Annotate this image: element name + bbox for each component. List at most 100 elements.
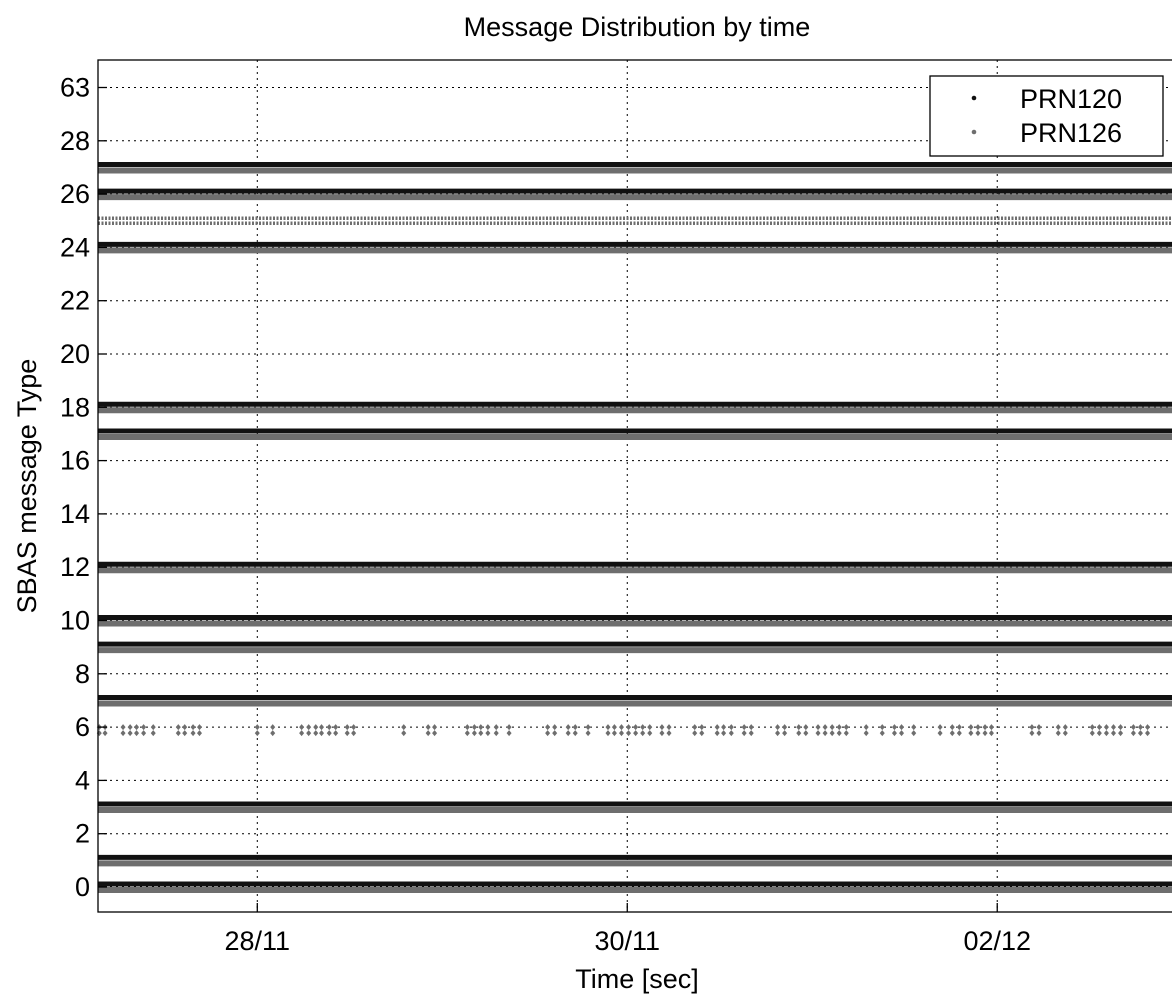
y-tick-label-28: 28	[60, 126, 90, 156]
prn126-point-type-6-lower-27	[485, 730, 491, 737]
prn126-point-type-6-lower-69	[975, 730, 981, 737]
prn126-point-type-6-44	[692, 724, 698, 731]
prn126-point-type-6-lower-43	[666, 730, 672, 737]
prn126-point-type-6-lower-20	[351, 730, 357, 737]
prn126-point-type-6-lower-1	[102, 730, 108, 737]
prn126-point-type-6-45	[699, 724, 705, 731]
prn126-point-type-6-lower-38	[626, 730, 632, 737]
prn126-point-type-6-lower-56	[822, 730, 828, 737]
prn126-point-type-6-lower-4	[134, 730, 140, 737]
prn126-point-type-6-55	[815, 724, 821, 731]
prn126-point-type-6-lower-65	[937, 730, 943, 737]
prn126-point-type-6-50	[748, 724, 754, 731]
prn126-point-type-6-47	[721, 724, 727, 731]
prn126-point-type-6-19	[344, 724, 350, 731]
prn126-point-type-6-lower-71	[988, 730, 994, 737]
prn126-point-type-6-lower-2	[120, 730, 126, 737]
prn126-point-type-6-lower-72	[1029, 730, 1035, 737]
prn126-point-type-6-52	[782, 724, 788, 731]
prn126-point-type-6-lower-15	[313, 730, 319, 737]
legend: PRN120 PRN126	[929, 75, 1164, 157]
prn126-point-type-6-lower-55	[815, 730, 821, 737]
prn126-point-type-6-71	[988, 724, 994, 731]
prn126-point-type-6-16	[319, 724, 325, 731]
x-tick-label-28-11: 28/11	[225, 926, 291, 956]
prn126-point-type-6-lower-28	[493, 730, 499, 737]
prn126-point-type-6-2	[120, 724, 126, 731]
prn126-point-type-6-lower-77	[1096, 730, 1102, 737]
prn126-point-type-6-66	[949, 724, 955, 731]
prn126-point-type-6-lower-29	[506, 730, 512, 737]
prn126-point-type-6-lower-61	[879, 730, 885, 737]
prn126-point-type-6-56	[822, 724, 828, 731]
prn126-point-type-6-lower-16	[319, 730, 325, 737]
y-axis-label: SBAS message Type	[12, 359, 42, 614]
prn126-point-type-6-48	[728, 724, 734, 731]
prn126-point-type-6-lower-18	[333, 730, 339, 737]
prn126-point-type-6-lower-13	[299, 730, 305, 737]
prn126-point-type-6-lower-68	[968, 730, 974, 737]
y-tick-label-63: 63	[60, 73, 90, 103]
prn126-point-type-6-46	[714, 724, 720, 731]
prn126-point-type-6-lower-60	[863, 730, 869, 737]
prn126-point-type-6-32	[565, 724, 571, 731]
y-tick-label-20: 20	[60, 339, 90, 369]
prn126-point-type-6-39	[633, 724, 639, 731]
prn126-point-type-6-9	[190, 724, 196, 731]
prn126-point-type-6-lower-17	[326, 730, 332, 737]
prn126-point-type-6-34	[585, 724, 591, 731]
prn126-point-type-6-lower-23	[432, 730, 438, 737]
chart-title: Message Distribution by time	[464, 12, 811, 42]
prn126-point-type-6-lower-6	[150, 730, 156, 737]
prn126-point-type-6-82	[1137, 724, 1143, 731]
prn126-point-type-6-12	[270, 724, 276, 731]
prn126-point-type-6-28	[493, 724, 499, 731]
series-layer	[96, 161, 1172, 893]
prn126-point-type-6-lower-35	[605, 730, 611, 737]
prn126-point-type-6-64	[911, 724, 917, 731]
prn126-point-type-6-lower-63	[899, 730, 905, 737]
prn126-point-type-6-lower-73	[1036, 730, 1042, 737]
prn126-point-type-6-54	[803, 724, 809, 731]
y-tick-label-12: 12	[60, 552, 90, 582]
prn126-point-type-6-lower-5	[141, 730, 147, 737]
prn126-point-type-6-lower-75	[1062, 730, 1068, 737]
prn126-point-type-6-lower-33	[572, 730, 578, 737]
prn126-point-type-6-67	[956, 724, 962, 731]
plot-frame	[97, 59, 1172, 913]
prn126-point-type-6-lower-42	[659, 730, 665, 737]
prn126-point-type-6-lower-74	[1055, 730, 1061, 737]
prn126-point-type-6-57	[829, 724, 835, 731]
prn126-point-type-6-75	[1062, 724, 1068, 731]
prn126-point-type-6-62	[891, 724, 897, 731]
prn126-point-type-6-43	[666, 724, 672, 731]
prn126-point-type-6-lower-54	[803, 730, 809, 737]
prn126-point-type-6-lower-19	[344, 730, 350, 737]
prn126-point-type-6-lower-26	[478, 730, 484, 737]
prn126-point-type-6-68	[968, 724, 974, 731]
prn126-point-type-6-lower-50	[748, 730, 754, 737]
y-tick-label-16: 16	[60, 446, 90, 476]
y-tick-label-22: 22	[60, 286, 90, 316]
prn126-point-type-6-lower-22	[425, 730, 431, 737]
prn126-point-type-6-74	[1055, 724, 1061, 731]
prn126-point-type-6-29	[506, 724, 512, 731]
prn126-point-type-6-5	[141, 724, 147, 731]
prn126-point-type-6-lower-82	[1137, 730, 1143, 737]
x-tick-label-02-12: 02/12	[963, 926, 1031, 956]
prn126-point-type-6-3	[127, 724, 133, 731]
prn126-point-type-6-lower-36	[611, 730, 617, 737]
prn126-point-type-6-lower-34	[585, 730, 591, 737]
prn126-point-type-6-lower-3	[127, 730, 133, 737]
prn126-point-type-6-41	[647, 724, 653, 731]
prn126-point-type-6-lower-62	[891, 730, 897, 737]
prn126-point-type-6-lower-21	[401, 730, 407, 737]
prn126-point-type-6-lower-46	[714, 730, 720, 737]
prn126-point-type-6-lower-70	[982, 730, 988, 737]
prn126-point-type-6-8	[182, 724, 188, 731]
prn126-point-type-6-lower-66	[949, 730, 955, 737]
prn126-point-type-6-lower-49	[741, 730, 747, 737]
prn126-point-type-6-33	[572, 724, 578, 731]
